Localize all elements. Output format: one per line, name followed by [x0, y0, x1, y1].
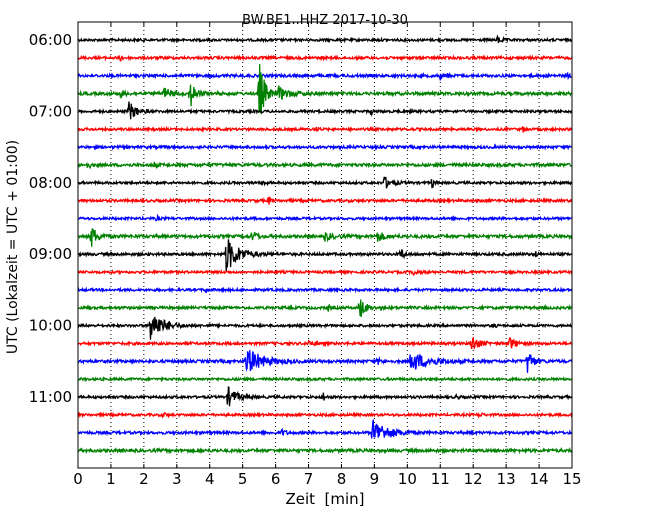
trace-0830: [77, 213, 573, 223]
x-tick-label: 6: [271, 470, 281, 488]
x-tick-label: 11: [431, 470, 450, 488]
plot-frame: [77, 21, 573, 469]
trace-0800: [77, 176, 573, 189]
trace-0730: [77, 143, 573, 151]
trace-0845: [77, 228, 573, 247]
trace-0900: [77, 239, 573, 272]
trace-0745: [77, 161, 573, 170]
trace-0615: [77, 54, 573, 62]
y-tick-label: 06:00: [29, 31, 72, 49]
y-tick-label: 09:00: [29, 245, 72, 263]
trace-0630: [77, 71, 573, 81]
y-axis-label: UTC (Lokalzeit = UTC + 01:00): [5, 140, 21, 354]
x-tick-label: 8: [337, 470, 347, 488]
trace-1030: [77, 350, 573, 373]
x-tick-label: 12: [464, 470, 483, 488]
y-tick-label: 10:00: [29, 317, 72, 335]
seismic-traces: [77, 34, 573, 455]
x-tick-label: 7: [304, 470, 314, 488]
trace-0700: [77, 101, 573, 120]
y-tick-label: 11:00: [29, 388, 72, 406]
x-tick-label: 4: [205, 470, 215, 488]
x-tick-label: 13: [497, 470, 516, 488]
axis-ticks: 0 1 2 3 4 5 6 7 8 9 10 11 12 13 14 1506:0007:0008:0009:…: [29, 22, 582, 488]
x-tick-label: 0: [73, 470, 83, 488]
trace-1000: [77, 316, 573, 340]
x-tick-label: 9: [370, 470, 380, 488]
trace-1115: [77, 411, 573, 420]
trace-0915: [77, 268, 573, 277]
trace-1145: [77, 446, 573, 455]
x-tick-label: 10: [398, 470, 417, 488]
grid-lines: [110, 22, 540, 468]
trace-0600: [77, 34, 573, 44]
x-tick-label: 5: [238, 470, 248, 488]
trace-0930: [77, 286, 573, 294]
trace-1130: [77, 419, 573, 439]
trace-0815: [77, 196, 573, 205]
x-tick-label: 15: [562, 470, 581, 488]
trace-1015: [77, 336, 573, 351]
x-tick-label: 2: [139, 470, 149, 488]
x-tick-label: 3: [172, 470, 182, 488]
trace-0645: [77, 64, 573, 115]
trace-0945: [77, 299, 573, 317]
x-tick-label: 1: [106, 470, 116, 488]
y-tick-label: 07:00: [29, 102, 72, 120]
x-axis-label: Zeit [min]: [285, 490, 364, 508]
trace-1100: [77, 386, 573, 407]
chart-title: BW.BE1..HHZ 2017-10-30: [242, 13, 408, 28]
trace-0715: [77, 125, 573, 133]
trace-1045: [77, 375, 573, 383]
x-tick-label: 14: [530, 470, 549, 488]
y-tick-label: 08:00: [29, 174, 72, 192]
